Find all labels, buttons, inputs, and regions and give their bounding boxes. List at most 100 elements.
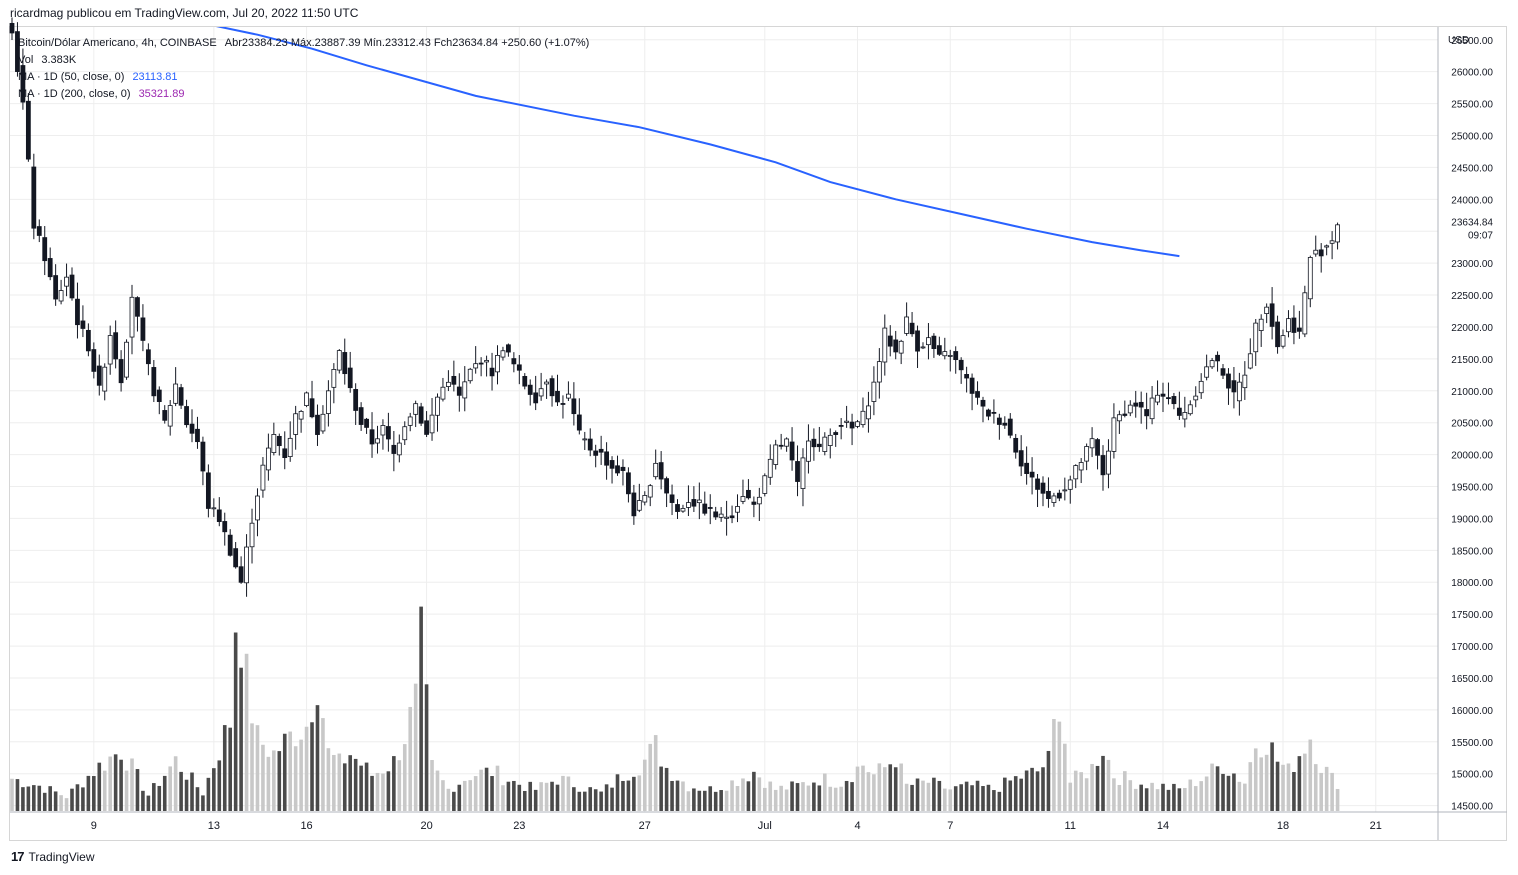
candle-up <box>898 340 904 354</box>
symbol-ohlc-row[interactable]: Bitcoin/Dólar Americano, 4h, COINBASE Ab… <box>18 35 589 52</box>
volume-bar <box>872 774 876 811</box>
candle-down <box>364 418 369 428</box>
candle-up <box>1209 360 1215 368</box>
price-tick-label: 26500.00 <box>1451 36 1493 47</box>
candle-down <box>80 320 86 329</box>
volume-bar <box>915 778 920 811</box>
candle-down <box>1296 327 1302 332</box>
candle-down <box>233 548 239 568</box>
volume-bar <box>632 776 636 811</box>
candle-down <box>598 448 604 453</box>
volume-bars <box>10 606 1340 811</box>
volume-bar <box>642 759 647 811</box>
candle-up <box>871 381 877 402</box>
volume-bar <box>626 780 631 811</box>
candle-up <box>462 381 468 399</box>
candle-down <box>53 275 59 300</box>
volume-bar <box>1226 775 1231 811</box>
candle-up <box>773 444 779 465</box>
candle-up <box>904 316 910 334</box>
volume-bar <box>959 784 963 811</box>
tradingview-footer[interactable]: 17 TradingView <box>11 849 95 864</box>
volume-bar <box>152 783 156 811</box>
candle-up <box>287 437 293 457</box>
price-tick-label: 20000.00 <box>1451 451 1493 462</box>
volume-bar <box>506 781 511 811</box>
candle-up <box>484 360 489 363</box>
price-tick-label: 15500.00 <box>1451 738 1493 749</box>
volume-bar <box>70 788 74 811</box>
candle-down <box>145 349 151 365</box>
volume-bar <box>539 782 543 811</box>
candle-up <box>58 290 64 302</box>
candle-up <box>407 416 413 426</box>
price-tick-label: 19500.00 <box>1451 483 1493 494</box>
volume-bar <box>1237 781 1242 811</box>
price-tick-label: 18500.00 <box>1451 546 1493 557</box>
candle-up <box>249 522 255 548</box>
bar-countdown: 09:07 <box>1468 231 1493 242</box>
candle-down <box>75 298 80 326</box>
candle-up <box>64 276 69 287</box>
volume-bar <box>953 786 958 811</box>
candle-down <box>789 441 795 461</box>
candle-down <box>205 472 211 509</box>
price-tick-label: 16000.00 <box>1451 706 1493 717</box>
candle-down <box>25 100 31 160</box>
volume-bar <box>888 764 893 811</box>
volume-bar <box>533 789 538 811</box>
candle-up <box>1106 450 1111 475</box>
volume-bar <box>364 762 369 811</box>
candle-down <box>751 501 757 505</box>
volume-bar <box>430 760 434 811</box>
volume-bar <box>1193 786 1198 811</box>
volume-bar <box>462 780 467 811</box>
volume-bar <box>130 758 134 811</box>
candle-down <box>47 258 53 278</box>
volume-legend-row[interactable]: Vol 3.383K <box>18 52 589 69</box>
candle-up <box>129 296 135 338</box>
ma-line <box>215 27 1180 258</box>
volume-bar <box>801 782 805 811</box>
candle-up <box>1116 414 1122 422</box>
volume-bar <box>1123 771 1127 811</box>
volume-bar <box>32 785 36 811</box>
candle-down <box>391 444 397 454</box>
candle-up <box>1051 495 1057 503</box>
volume-bar <box>692 788 696 811</box>
volume-bar <box>1106 759 1111 811</box>
volume-bar <box>146 795 151 811</box>
volume-bar <box>1052 719 1056 811</box>
candle-down <box>189 423 195 434</box>
last-price-value: 23634.84 <box>1451 218 1493 229</box>
volume-bar <box>266 756 271 811</box>
time-tick-label: 7 <box>947 820 953 832</box>
ma50-label: MA · 1D (50, close, 0) <box>18 71 125 83</box>
volume-bar <box>681 781 685 811</box>
candle-down <box>451 375 457 385</box>
moving-average-series <box>215 27 1180 258</box>
volume-bar <box>593 789 598 811</box>
volume-bar <box>921 780 925 811</box>
candle-up <box>1253 322 1259 353</box>
volume-bar <box>1308 739 1313 811</box>
volume-bar <box>899 763 903 811</box>
candle-down <box>816 443 822 448</box>
candle-up <box>1193 395 1199 401</box>
ma200-legend-row[interactable]: MA · 1D (200, close, 0) 35321.89 <box>18 86 589 103</box>
volume-bar <box>544 782 549 811</box>
candle-up <box>413 403 419 415</box>
volume-bar <box>795 783 800 811</box>
candle-down <box>615 465 620 474</box>
candle-down <box>1269 303 1275 327</box>
volume-bar <box>604 784 609 811</box>
ma50-legend-row[interactable]: MA · 1D (50, close, 0) 23113.81 <box>18 69 589 86</box>
volume-bar <box>1128 780 1133 811</box>
volume-bar <box>446 788 451 811</box>
volume-bar <box>1133 788 1138 811</box>
candle-up <box>1286 318 1291 333</box>
candle-up <box>1111 417 1117 452</box>
chart-frame[interactable] <box>9 26 1507 841</box>
volume-bar <box>1248 762 1253 811</box>
